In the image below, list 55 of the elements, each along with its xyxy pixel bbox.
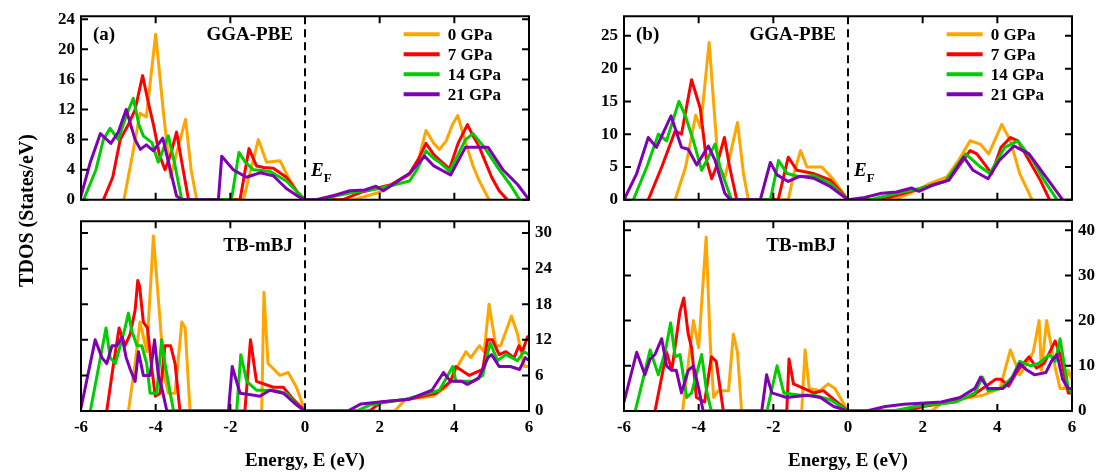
x-tick-label: -4 [148, 416, 164, 436]
x-tick-label: -2 [223, 416, 238, 436]
x-tick-label: 0 [300, 416, 310, 436]
legend-label: 14 GPa [447, 64, 502, 84]
x-tick-label: 2 [918, 416, 927, 436]
y-tick-label: 25 [601, 25, 618, 45]
y2-tick-label: 30 [535, 222, 552, 242]
y-tick-label: 5 [609, 156, 618, 176]
x-tick-label: -6 [616, 416, 632, 436]
x-tick-label: -4 [691, 416, 707, 436]
annotation: (b) [636, 23, 660, 46]
x-tick-label: 4 [993, 416, 1003, 436]
y2-tick-label: 10 [1078, 355, 1095, 375]
y-tick-label: 0 [609, 189, 618, 209]
y-tick-label: 4 [66, 159, 76, 179]
y-tick-label: 20 [58, 38, 75, 58]
x-tick-label: 2 [375, 416, 384, 436]
y-tick-label: 10 [601, 123, 618, 143]
x-tick-label: 0 [843, 416, 853, 436]
x-tick-label: 4 [450, 416, 460, 436]
x-tick-label: -6 [73, 416, 89, 436]
y-tick-label: 16 [58, 68, 75, 88]
x-tick-label: -2 [766, 416, 781, 436]
legend-label: 0 GPa [990, 24, 1036, 44]
y2-tick-label: 12 [535, 329, 552, 349]
annotation: GGA-PBE [749, 23, 836, 45]
x-tick-label: 6 [1067, 416, 1077, 436]
legend-label: 21 GPa [990, 84, 1045, 104]
y2-tick-label: 0 [535, 400, 544, 420]
y2-tick-label: 30 [1078, 264, 1095, 284]
y2-tick-label: 24 [535, 258, 553, 278]
y-tick-label: 20 [601, 58, 618, 78]
legend-label: 0 GPa [447, 24, 493, 44]
y-tick-label: 12 [58, 98, 75, 118]
x-tick-label: 6 [524, 416, 534, 436]
y2-tick-label: 18 [535, 293, 552, 313]
annotation: (a) [93, 23, 116, 46]
annotation: TB-mBJ [223, 234, 293, 256]
legend-label: 7 GPa [990, 44, 1036, 64]
legend-label: 21 GPa [447, 84, 502, 104]
y-tick-label: 0 [66, 189, 75, 209]
legend-label: 7 GPa [447, 44, 493, 64]
y-axis-title: TDOS (States/eV) [14, 133, 38, 289]
annotation: GGA-PBE [206, 23, 293, 45]
annotation: TB-mBJ [766, 234, 836, 256]
y-tick-label: 8 [66, 128, 75, 148]
legend-label: 14 GPa [990, 64, 1045, 84]
y-tick-label: 15 [601, 90, 618, 110]
y2-tick-label: 20 [1078, 310, 1095, 330]
x-axis-title: Energy, E (eV) [245, 448, 365, 471]
x-axis-title: Energy, E (eV) [788, 448, 908, 471]
y-tick-label: 24 [58, 8, 76, 28]
y2-tick-label: 6 [535, 364, 544, 384]
y2-tick-label: 40 [1078, 219, 1095, 239]
y2-tick-label: 0 [1078, 400, 1087, 420]
